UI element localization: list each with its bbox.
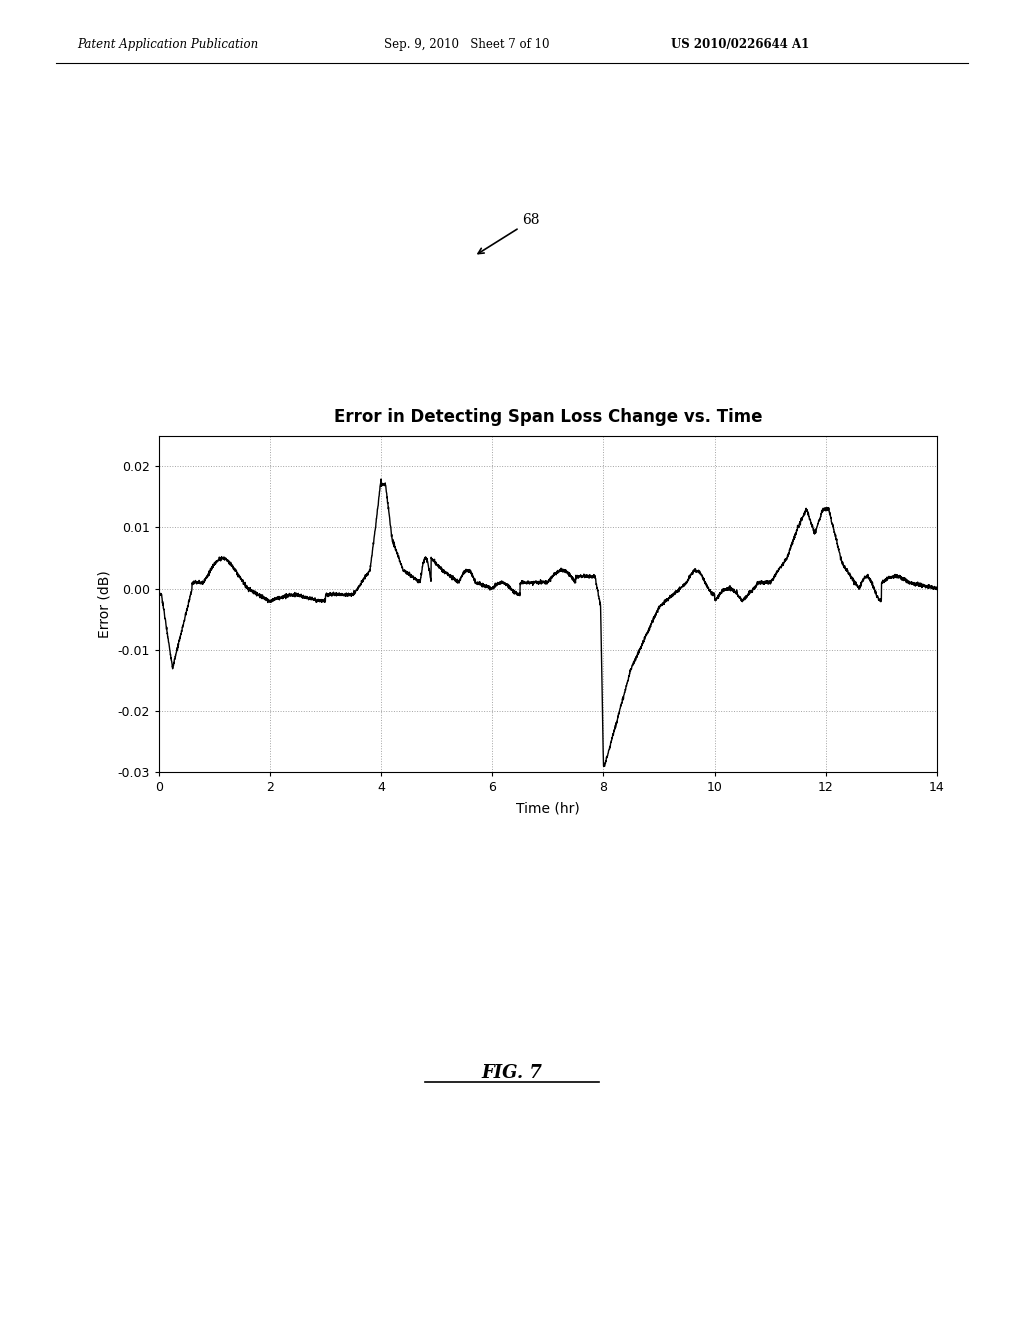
X-axis label: Time (hr): Time (hr) (516, 801, 580, 816)
Text: Sep. 9, 2010   Sheet 7 of 10: Sep. 9, 2010 Sheet 7 of 10 (384, 37, 550, 50)
Y-axis label: Error (dB): Error (dB) (97, 570, 112, 638)
Text: Patent Application Publication: Patent Application Publication (77, 37, 258, 50)
Text: US 2010/0226644 A1: US 2010/0226644 A1 (671, 37, 809, 50)
Text: 68: 68 (478, 214, 540, 253)
Text: FIG. 7: FIG. 7 (481, 1064, 543, 1082)
Title: Error in Detecting Span Loss Change vs. Time: Error in Detecting Span Loss Change vs. … (334, 408, 762, 426)
